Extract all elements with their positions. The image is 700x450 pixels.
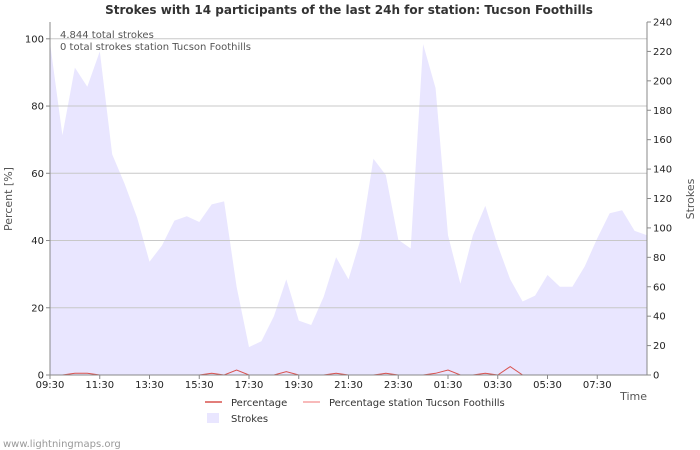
y-right-tick-label: 140 <box>653 165 672 176</box>
y-right-tick-label: 180 <box>653 106 672 117</box>
y-right-tick-label: 0 <box>653 371 659 382</box>
y-right-tick-label: 120 <box>653 194 672 205</box>
y-right-tick-label: 200 <box>653 76 672 87</box>
x-tick-label: 13:30 <box>135 380 164 391</box>
y-left-tick-label: 20 <box>31 303 44 314</box>
x-tick-label: 11:30 <box>85 380 114 391</box>
grid-lines <box>50 38 647 309</box>
y-left-tick-label: 0 <box>38 371 44 382</box>
axis-ticks: 0 20 40 60 80 100 0 20 40 60 80 100 120 140 160 180 200 2… <box>25 18 672 392</box>
y-left-tick-label: 60 <box>31 169 44 180</box>
y-right-tick-label: 60 <box>653 282 666 293</box>
legend-strokes-label: Strokes <box>231 414 268 425</box>
y-left-tick-label: 100 <box>25 34 44 45</box>
x-tick-label: 01:30 <box>434 380 463 391</box>
total-strokes-info: 4.844 total strokes <box>60 30 154 41</box>
y-right-tick-label: 40 <box>653 312 666 323</box>
legend: Percentage Percentage station Tucson Foo… <box>205 398 505 425</box>
strokes-area <box>50 42 647 375</box>
y-left-tick-label: 80 <box>31 102 44 113</box>
x-tick-label: 07:30 <box>583 380 612 391</box>
y-right-tick-label: 100 <box>653 223 672 234</box>
y-right-tick-label: 240 <box>653 18 672 29</box>
x-tick-label: 03:30 <box>483 380 512 391</box>
x-tick-label: 05:30 <box>533 380 562 391</box>
legend-strokes-swatch <box>207 413 219 423</box>
chart-title: Strokes with 14 participants of the last… <box>105 3 593 17</box>
y-axis-left-title: Percent [%] <box>2 167 15 231</box>
legend-percentage-label: Percentage <box>231 398 287 409</box>
x-tick-label: 09:30 <box>36 380 65 391</box>
station-strokes-info: 0 total strokes station Tucson Foothills <box>60 42 251 53</box>
legend-station-label: Percentage station Tucson Foothills <box>329 398 505 409</box>
x-tick-label: 23:30 <box>384 380 413 391</box>
y-right-tick-label: 80 <box>653 253 666 264</box>
y-right-tick-label: 160 <box>653 135 672 146</box>
y-left-tick-label: 40 <box>31 236 44 247</box>
x-tick-label: 19:30 <box>284 380 313 391</box>
y-right-tick-label: 220 <box>653 47 672 58</box>
x-axis-title: Time <box>619 390 647 403</box>
y-right-tick-label: 20 <box>653 341 666 352</box>
x-tick-label: 15:30 <box>185 380 214 391</box>
x-tick-label: 17:30 <box>235 380 264 391</box>
strokes-area-group <box>50 42 647 375</box>
x-tick-label: 21:30 <box>334 380 363 391</box>
footer-source: www.lightningmaps.org <box>3 439 121 450</box>
y-axis-right-title: Strokes <box>684 178 697 219</box>
